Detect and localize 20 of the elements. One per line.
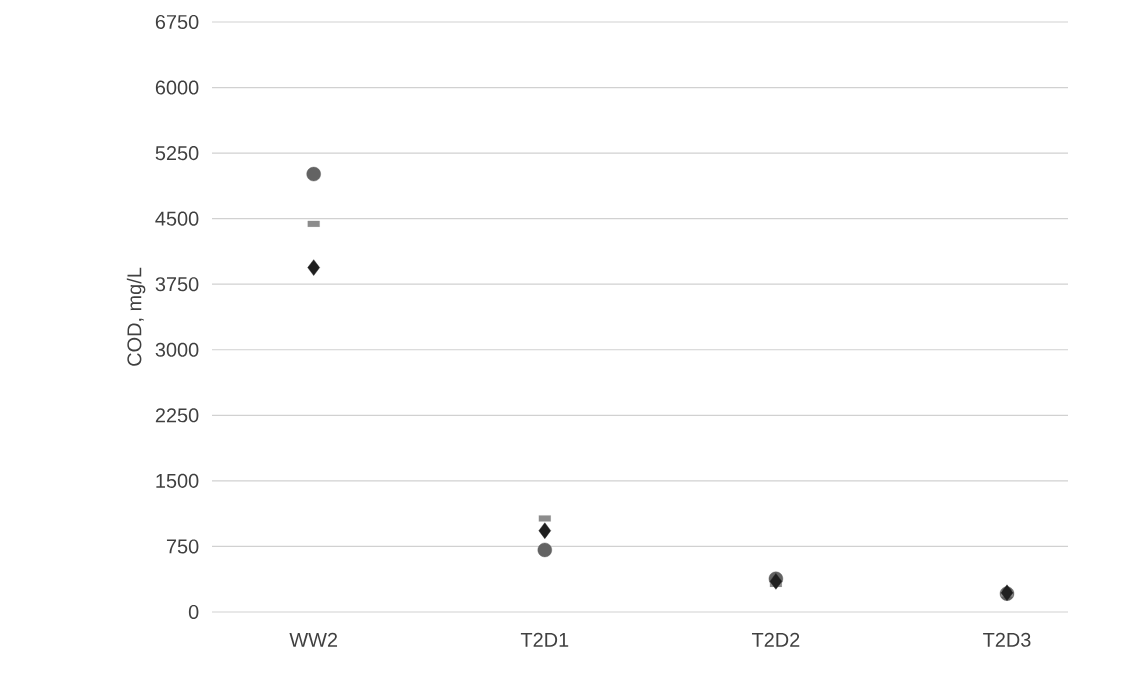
point — [307, 259, 320, 276]
y-tick-label: 750 — [166, 539, 199, 554]
y-tick-label: 3750 — [155, 277, 199, 292]
y-tick-label: 5250 — [155, 146, 199, 161]
point — [538, 522, 551, 539]
y-tick-label: 0 — [188, 604, 199, 620]
x-tick-label: WW2 — [289, 632, 338, 647]
y-tick-label: 2250 — [155, 408, 199, 423]
point — [306, 166, 321, 182]
point — [769, 573, 783, 590]
y-tick-label: 1500 — [156, 473, 199, 488]
y-tick-label: 3000 — [155, 342, 199, 357]
point — [537, 542, 552, 558]
x-tick-label: T2D1 — [520, 632, 569, 647]
y-tick-label: 6750 — [155, 14, 199, 30]
x-tick-label: T2D2 — [751, 632, 800, 647]
y-tick-label: 4500 — [155, 211, 199, 226]
y-tick-label: 6000 — [155, 80, 199, 95]
y-axis-title: COD, mg/L — [126, 267, 146, 366]
x-tick-label: T2D3 — [983, 632, 1031, 647]
